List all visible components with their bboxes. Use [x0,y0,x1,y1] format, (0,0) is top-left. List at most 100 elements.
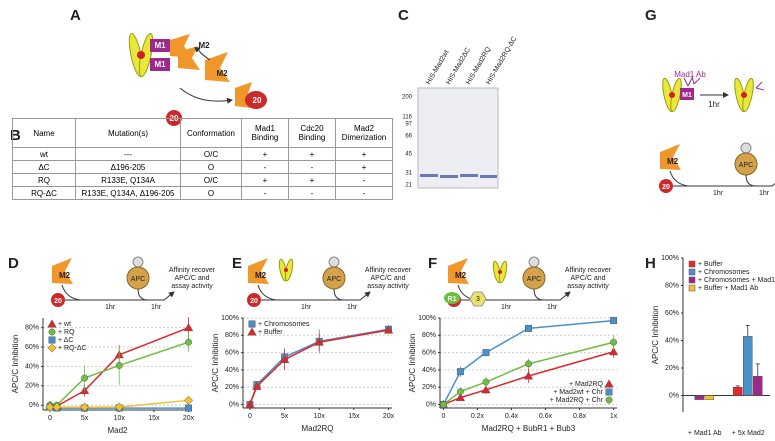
step-label: 1hr [347,304,358,311]
legend-marker [604,379,614,388]
y-axis-label: APC/C Inhibition [211,334,220,393]
table-cell: RQ-ΔC [12,186,76,200]
point [439,401,447,408]
y-tick-label: 20% [225,384,239,391]
table-cell: O/C [180,147,242,161]
panel-label: G [645,7,657,24]
x-tick-label: 5x [281,413,289,420]
readout-text: assay activity [567,283,609,290]
node-label: M2 [59,271,71,280]
bubr1-shape [444,292,460,304]
arrow [669,170,689,187]
x-tick-label: 0.4x [505,413,519,420]
table-cell: + [241,173,289,187]
marker-label: 97 [405,122,412,128]
node-label: 3 [476,296,480,303]
arrow [673,182,775,187]
legend-swatch [688,268,696,276]
table-cell: + [288,147,336,161]
y-tick-label: 0% [229,401,239,408]
y-tick-label: 20% [25,383,39,390]
legend-marker [247,327,257,336]
table-cell: - [241,160,289,174]
legend-swatch [688,284,696,292]
y-tick-label: 40% [25,363,39,370]
x-tick-label: 0.2x [471,413,485,420]
column-header: Mad2 Dimerization [335,118,393,148]
x-tick-label: 0.8x [573,413,587,420]
panel-g-diagram: Mad1 Ab M1 1hr [662,70,765,113]
legend-marker [605,388,613,396]
column-header: Name [12,118,76,148]
point [52,402,62,412]
step-label: 1hr [708,100,720,109]
marker-label: 21 [405,183,412,189]
readout-text: assay activity [171,283,213,290]
arrow [745,174,757,187]
table-cell: RQ [12,173,76,187]
x-axis-label: Mad2RQ + BubR1 + Bub3 [482,424,576,433]
legend-marker [47,319,57,328]
node-label: M2 [455,271,467,280]
x-tick-label: 5x [81,415,89,422]
legend-label: + Chromosomes + Mad1 Ab [698,277,775,284]
column-header: Conformation [180,118,242,148]
bar [753,376,763,396]
point [456,368,464,376]
x-tick-label: 10x [314,413,326,420]
legend-label: + Mad2wt + Chr [553,389,603,396]
point [185,404,192,412]
legend-label: + Buffer [698,261,723,268]
panel-label: C [398,7,409,24]
y-tick-label: 40% [225,367,239,374]
x-axis-label: Mad2RQ [301,424,333,433]
panel-label: D [8,255,19,272]
table-cell: - [288,186,336,200]
table-row: RQ R133E, Q134A O/C + + - [12,173,393,187]
panel-label: E [232,255,242,272]
table-cell: - [241,186,289,200]
arrow [261,291,371,301]
legend-label: + Buffer [258,329,283,336]
y-tick-label: 100% [221,315,239,322]
table-cell: + [335,160,393,174]
legend-label: + Mad2RQ + Chr [550,397,604,404]
y-tick-label: 80% [422,332,436,339]
mad2-shape [52,258,73,284]
column-header: Mad1 Binding [241,118,289,148]
point [80,402,90,412]
table-row: RQ-ΔC R133E, Q134A, Δ196-205 O - - - [12,186,393,200]
mutation-table: Name Mutation(s) Conformation Mad1 Binding C… [12,118,393,200]
legend-label: + Mad2RQ [569,381,604,388]
legend-swatch [688,260,696,268]
table-row: ΔC Δ196-205 O - - + [12,160,393,174]
legend-label: + RQ-ΔC [58,345,87,352]
y-tick-label: 60% [422,349,436,356]
x-axis-label: Mad2 [107,426,128,435]
y-tick-label: 80% [25,325,39,332]
point [610,317,618,325]
step-label: 1hr [151,304,162,311]
arrow [137,288,149,301]
node-label: M2 [255,271,267,280]
step-label: 1hr [759,190,770,197]
x-tick-label: 15x [348,413,360,420]
readout-text: APC/C and [174,275,209,282]
y-tick-label: 0% [29,402,39,409]
x-tick-label: 0 [48,415,52,422]
table-cell: - [335,173,393,187]
node-label: M2 [198,41,210,50]
readout-text: assay activity [367,283,409,290]
x-tick-label: 0 [248,413,252,420]
x-tick-label: 15x [148,415,160,422]
panel-label: A [70,7,81,24]
node-label: M1 [682,92,692,99]
bar [733,387,743,396]
y-tick-label: 60% [665,310,679,317]
node-label: M1 [154,41,166,50]
legend-label: + RQ [58,329,75,336]
legend-marker [47,343,57,353]
point [183,395,194,405]
panel-label: F [428,255,437,272]
